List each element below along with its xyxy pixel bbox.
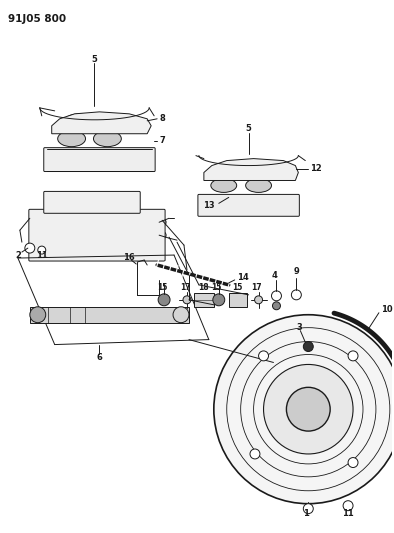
Text: 91J05 800: 91J05 800 [8,14,66,25]
Circle shape [255,296,262,304]
Circle shape [343,500,353,511]
Text: 15: 15 [232,284,243,293]
FancyBboxPatch shape [44,148,155,172]
Circle shape [348,351,358,361]
Circle shape [264,365,353,454]
Ellipse shape [58,131,85,147]
Text: 4: 4 [271,271,277,280]
Text: 7: 7 [159,136,165,145]
Circle shape [286,387,330,431]
Circle shape [38,246,46,254]
Polygon shape [204,159,298,181]
Circle shape [303,504,313,514]
Ellipse shape [211,179,237,192]
Circle shape [348,457,358,467]
Text: 17: 17 [251,284,262,293]
Circle shape [30,307,46,322]
Text: 9: 9 [294,268,299,277]
Circle shape [183,296,191,304]
Circle shape [250,449,260,459]
Text: 11: 11 [342,509,354,518]
Text: 14: 14 [237,273,249,282]
Text: 6: 6 [97,353,102,362]
Bar [30,307,189,322]
Text: 17: 17 [180,284,190,293]
Ellipse shape [93,131,121,147]
Text: 15: 15 [212,284,222,293]
Ellipse shape [65,114,95,128]
Ellipse shape [152,230,166,240]
Ellipse shape [164,308,174,322]
Text: 5: 5 [91,55,97,63]
Circle shape [213,294,225,306]
Text: 3: 3 [296,323,302,332]
Text: 2: 2 [15,251,21,260]
Bar [229,293,247,307]
Ellipse shape [106,115,128,127]
Ellipse shape [245,179,271,192]
Circle shape [258,351,269,361]
Text: 13: 13 [203,201,215,210]
Circle shape [158,294,170,306]
Ellipse shape [220,161,247,174]
Text: 5: 5 [246,124,251,133]
Text: 10: 10 [381,305,392,314]
FancyBboxPatch shape [29,209,165,261]
Text: 8: 8 [159,114,165,123]
Bar [194,293,214,307]
Text: 15: 15 [157,284,167,293]
Circle shape [292,290,301,300]
Ellipse shape [152,217,166,227]
Circle shape [303,342,313,352]
Text: 18: 18 [199,284,209,293]
Polygon shape [52,112,151,134]
Circle shape [173,307,189,322]
Circle shape [271,291,281,301]
Circle shape [214,314,394,504]
Text: 16: 16 [123,253,135,262]
Text: 1: 1 [303,509,309,518]
Text: 11: 11 [36,251,48,260]
Circle shape [273,302,281,310]
FancyBboxPatch shape [198,195,299,216]
Circle shape [25,243,35,253]
Text: 12: 12 [310,164,322,173]
FancyBboxPatch shape [44,191,140,213]
Ellipse shape [256,161,277,174]
